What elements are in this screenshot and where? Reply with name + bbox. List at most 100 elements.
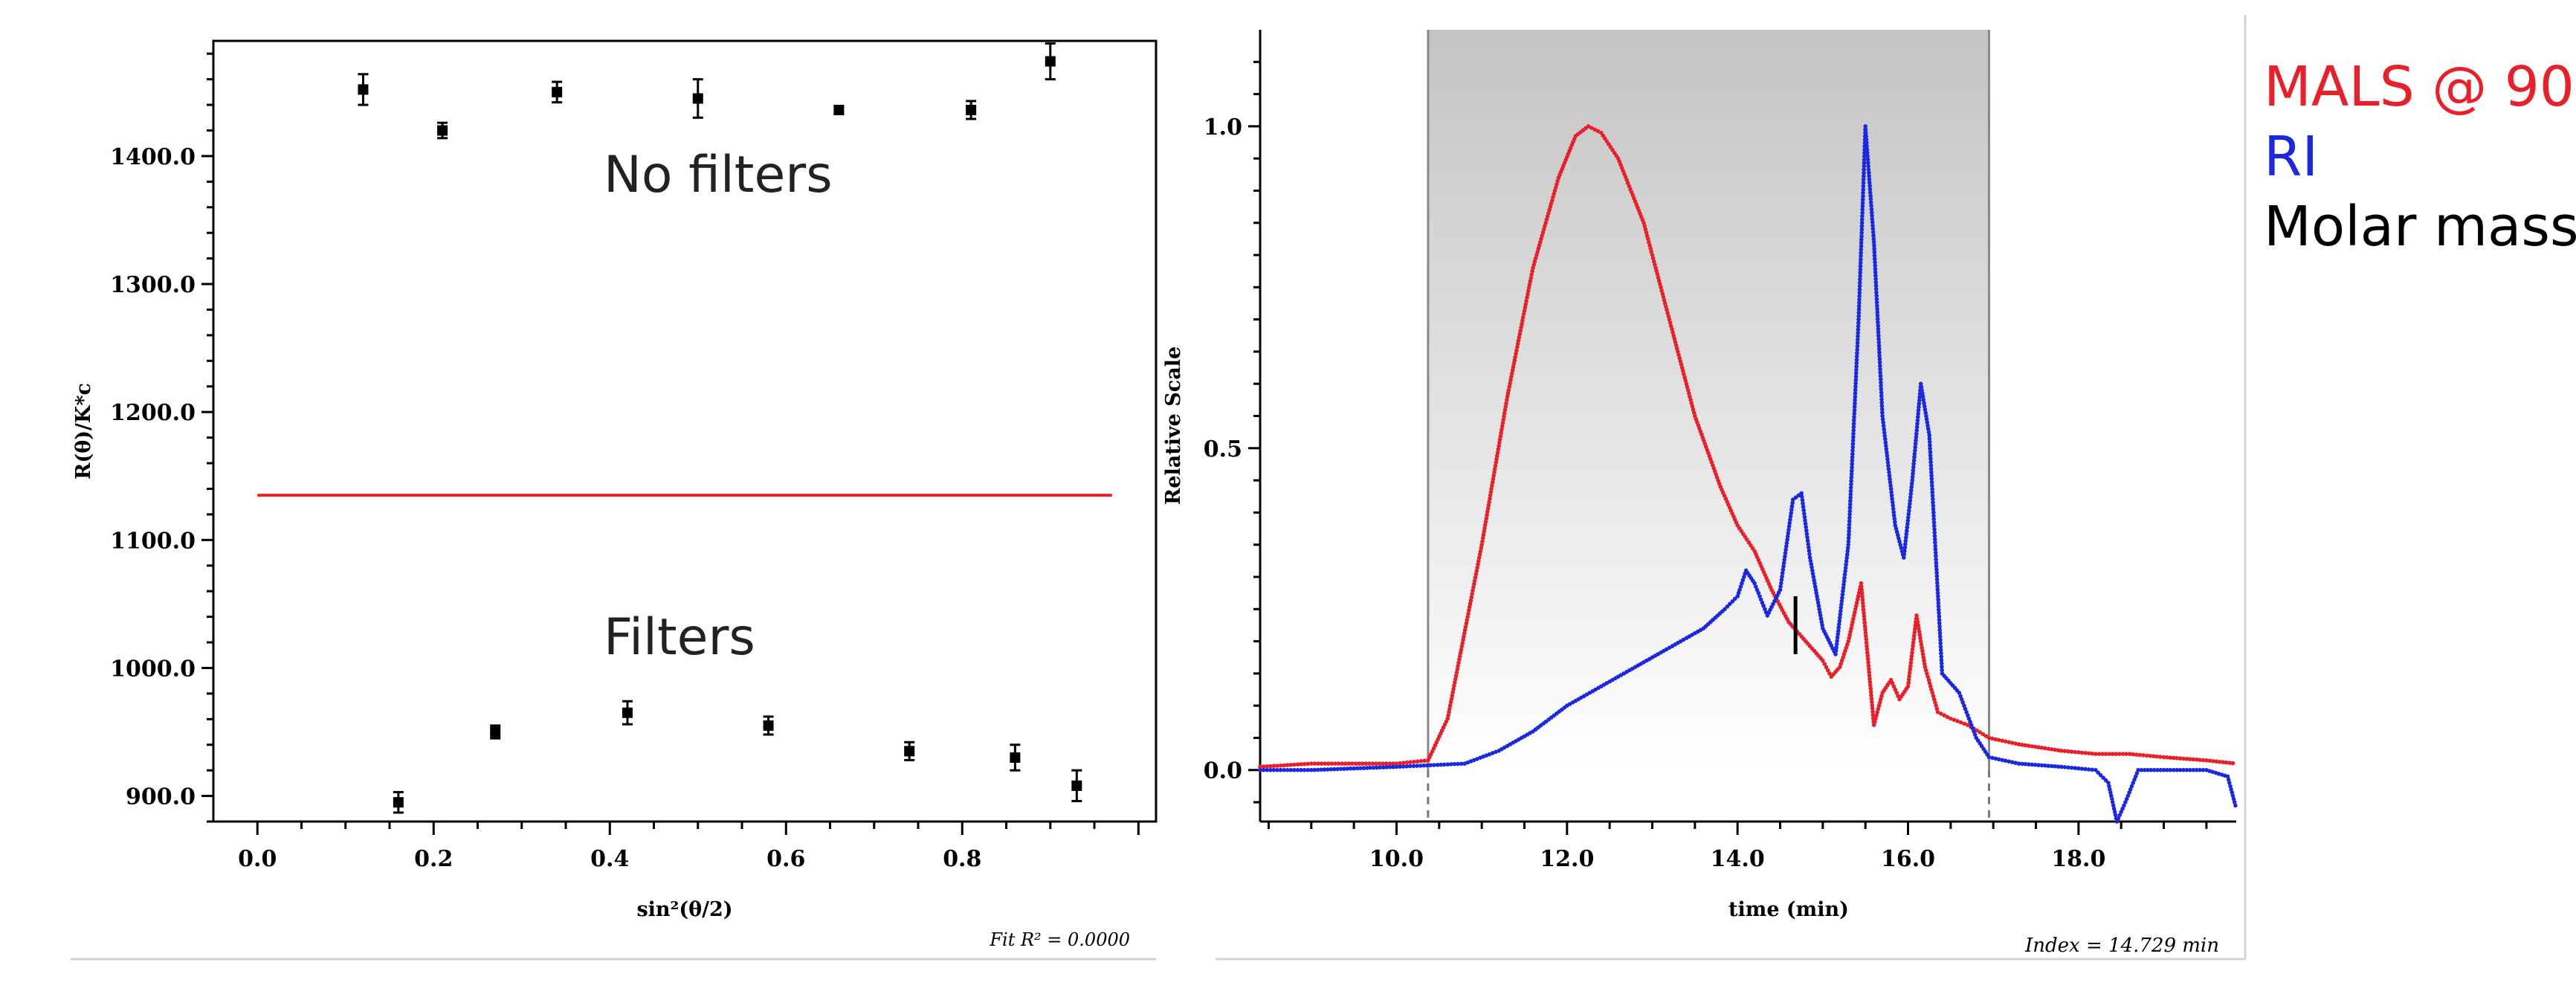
trace-dot [2124,752,2128,756]
trace-dot [1539,236,1543,242]
trace-dot [2039,763,2044,768]
trace-dot [1848,488,1853,494]
trace-dot [2184,756,2189,761]
trace-dot [1850,445,1855,450]
trace-dot [2098,772,2103,778]
trace-dot [1906,512,1911,517]
trace-dot [1910,647,1915,652]
trace-dot [2158,767,2163,772]
trace-dot [2111,803,2116,808]
trace-dot [1758,597,1763,602]
trace-dot [1986,755,1992,760]
trace-dot [1549,201,1554,206]
trace-dot [1891,510,1896,514]
trace-dot [1887,470,1891,475]
trace-dot [1302,761,1307,767]
trace-dot [1807,549,1812,553]
trace-dot [1644,233,1650,238]
trace-dot [2003,739,2008,743]
trace-dot [1654,268,1659,274]
trace-dot [1919,642,1924,647]
trace-dot [1780,571,1785,575]
trace-dot [1890,500,1895,505]
trace-dot [1778,587,1783,593]
trace-dot [2114,752,2119,756]
trace-dot [1923,410,1928,415]
trace-dot [1923,407,1928,412]
trace-dot [1936,601,1941,605]
trace-dot [2062,749,2067,753]
trace-dot [1361,766,1366,770]
trace-dot [1357,761,1361,766]
trace-dot [1931,523,1937,529]
trace-dot [1863,630,1868,635]
trace-dot [1883,436,1888,442]
trace-dot [1331,767,1337,772]
trace-dot [1862,154,1867,158]
trace-dot [1851,422,1856,426]
trace-dot [1350,761,1355,766]
trace-dot [2230,793,2236,798]
trace-dot [1846,542,1850,547]
trace-dot [1309,761,1314,766]
trace-dot [1840,592,1845,597]
trace-dot [1928,443,1932,448]
trace-dot [1415,759,1420,764]
trace-dot [1398,764,1402,769]
trace-dot [1880,413,1885,419]
trace-dot [1814,590,1818,596]
trace-dot [2016,761,2021,766]
trace-dot [2000,738,2005,743]
trace-dot [1853,381,1858,386]
trace-dot [1937,634,1943,639]
trace-dot [1894,691,1899,695]
trace-dot [1839,662,1843,666]
trace-dot [1846,639,1850,644]
trace-dot [2228,784,2233,789]
trace-dot [1888,483,1893,488]
trace-dot [1754,584,1758,589]
trace-dot [1856,303,1862,309]
trace-dot [1494,456,1499,462]
trace-dot [1935,710,1940,714]
trace-dot [1928,466,1934,471]
trace-dot [1698,429,1703,433]
trace-dot [1299,767,1303,772]
plot-frame [212,39,1158,823]
trace-dot [1757,594,1762,598]
trace-dot [1288,763,1294,767]
trace-dot [2020,761,2024,767]
trace-dot [1853,394,1858,399]
trace-dot [1913,448,1917,453]
trace-dot [1816,604,1821,608]
trace-dot [2112,810,2117,814]
trace-dot [1495,451,1500,455]
trace-dot [1540,233,1544,238]
trace-dot [1925,420,1930,425]
trace-dot [1659,285,1663,290]
trace-dot [1850,619,1855,625]
trace-dot [1652,259,1656,264]
annotation-no-filters: No filters [604,146,833,204]
trace-dot [1964,710,1969,714]
trace-dot [1367,761,1372,766]
trace-dot [1858,274,1862,279]
trace-dot [1487,500,1491,504]
trace-dot [2107,752,2111,756]
trace-dot [1937,621,1942,625]
trace-dot [1863,124,1868,129]
trace-dot [1870,223,1875,228]
trace-dot [1849,478,1853,483]
trace-dot [2201,758,2206,763]
trace-dot [1504,401,1508,406]
trace-dot [1873,259,1877,265]
trace-dot [1883,440,1888,445]
x-tick-label: 18.0 [2051,846,2105,872]
trace-dot [1482,529,1486,534]
trace-dot [1801,504,1806,509]
trace-dot [1454,670,1459,675]
trace-dot [1930,493,1935,498]
trace-dot [1285,767,1290,772]
trace-dot [1963,706,1968,712]
trace-dot [1873,286,1879,291]
